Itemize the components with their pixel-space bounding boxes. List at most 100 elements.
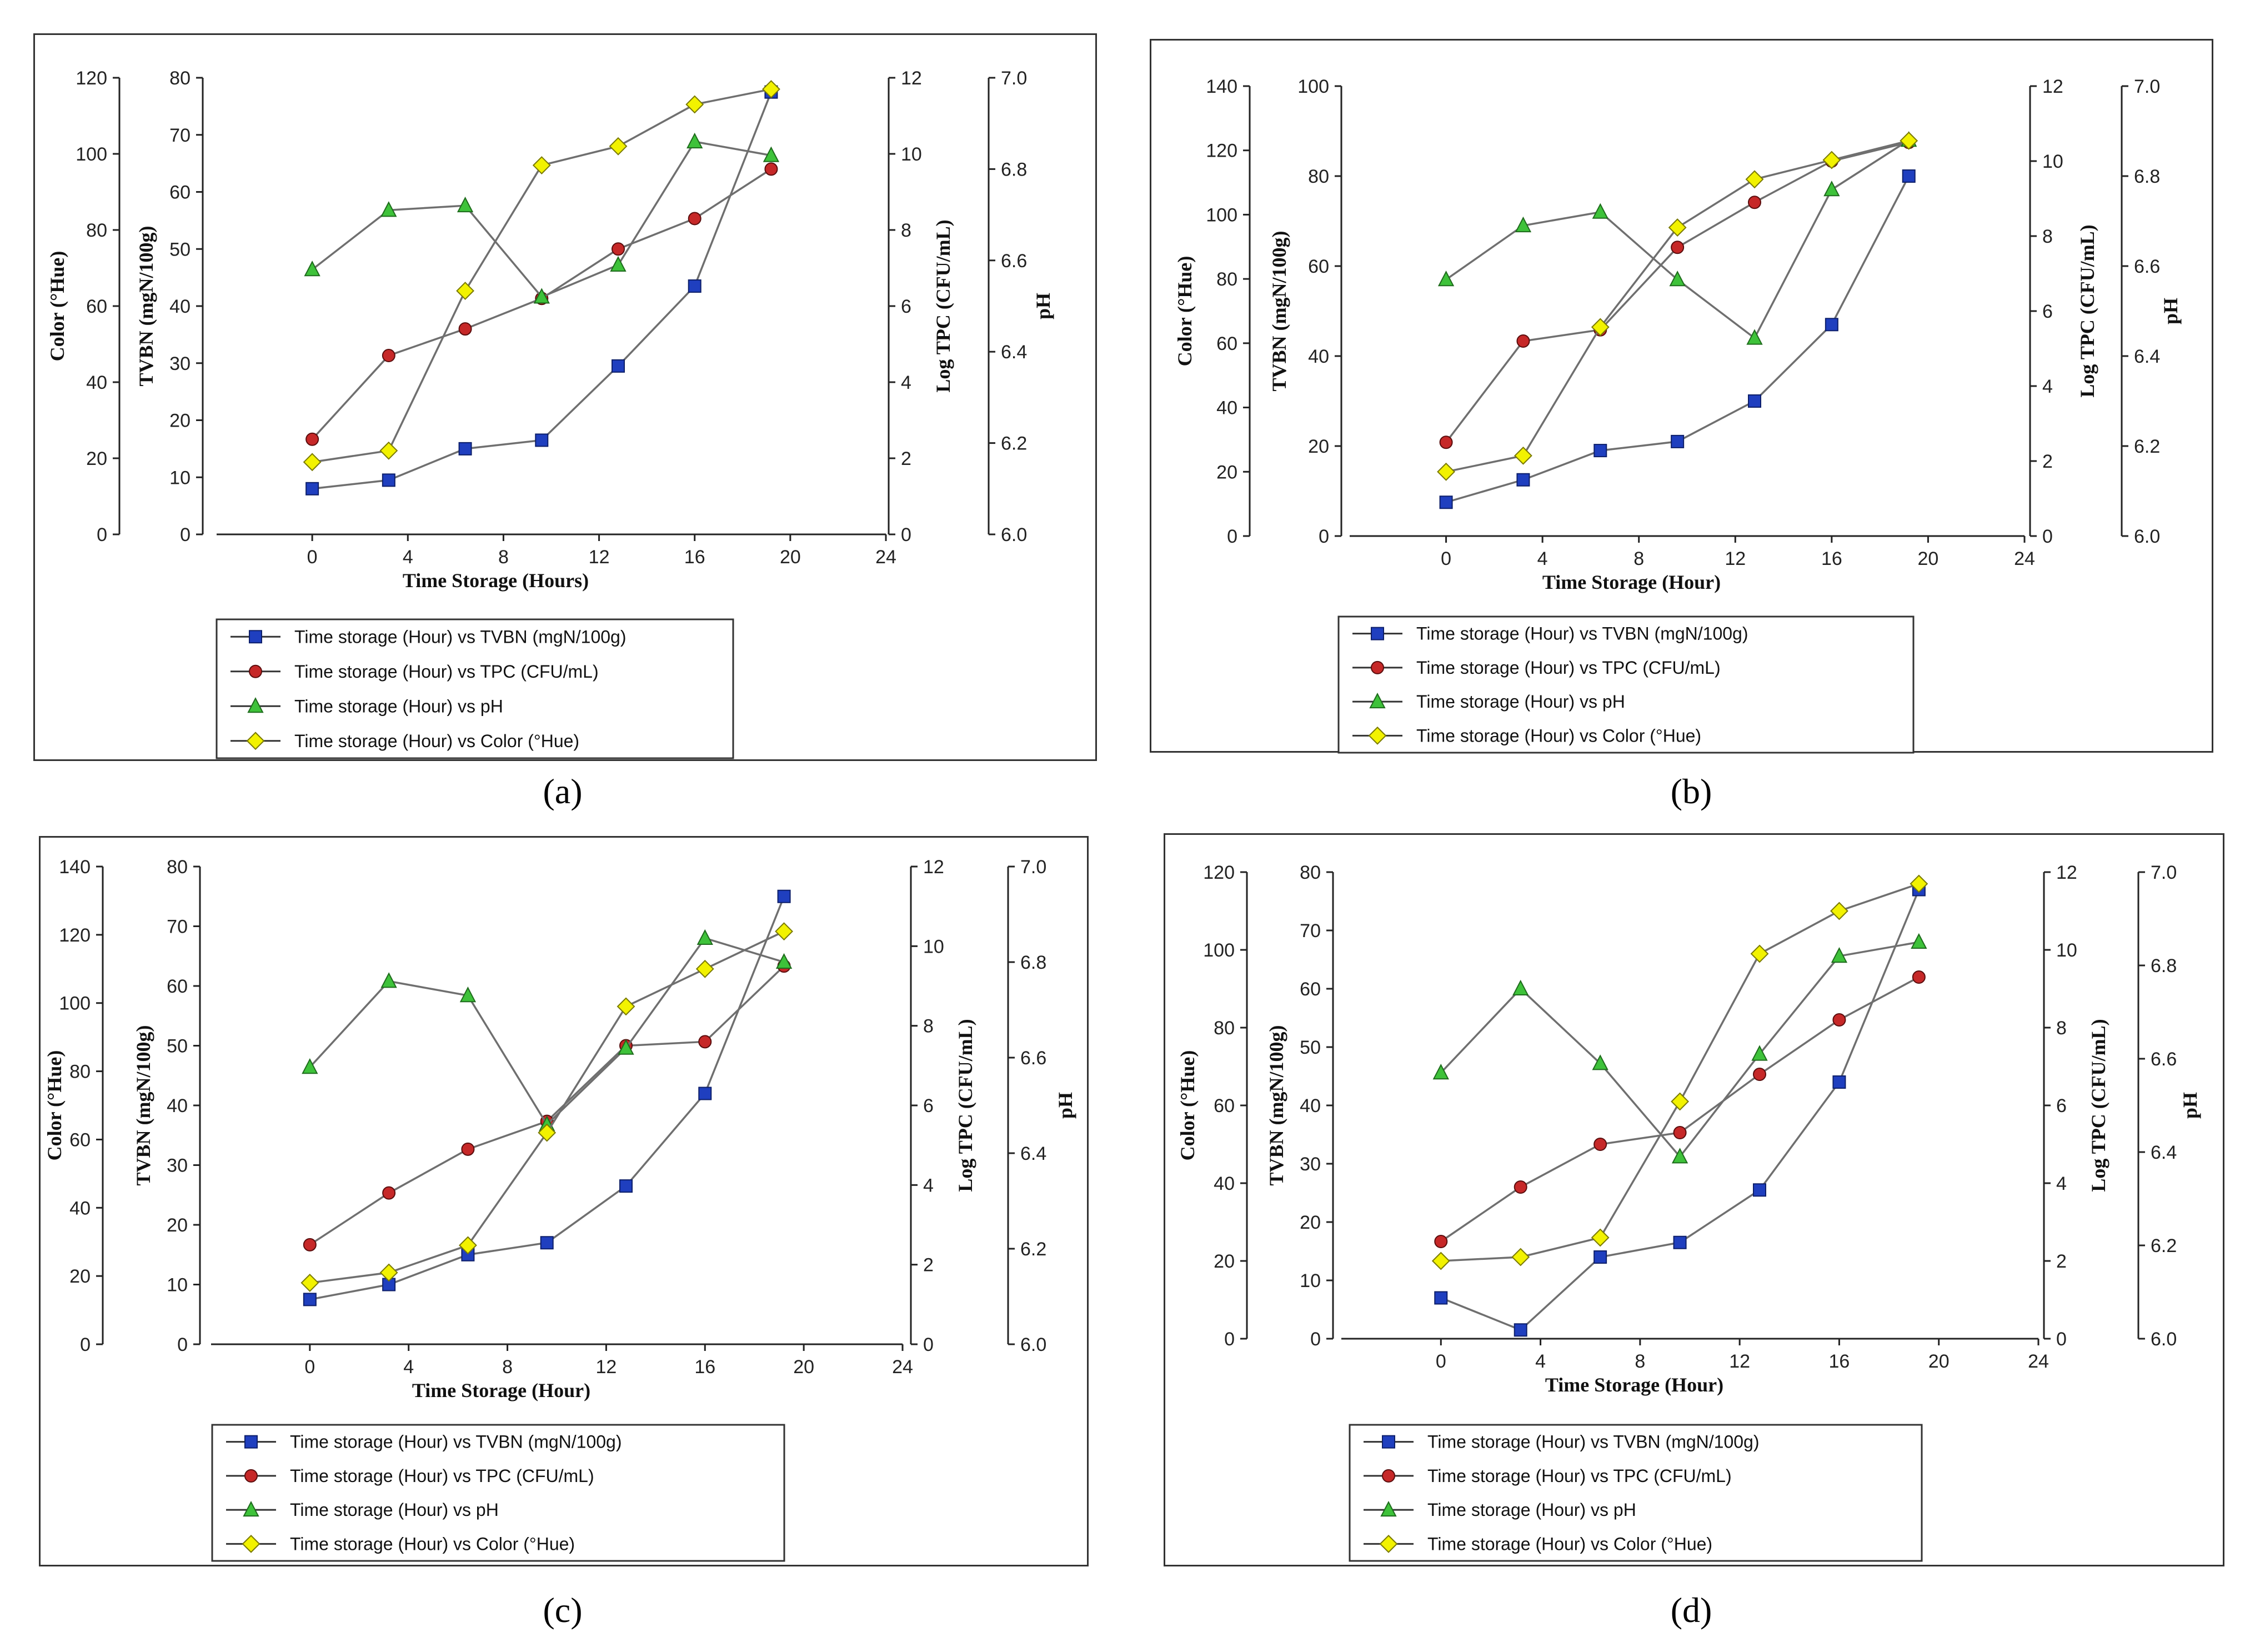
data-point-tvbn [777, 889, 791, 903]
ph-tick-label: 6.0 [2151, 1329, 2177, 1350]
tvbn-tick-label: 40 [1308, 346, 1329, 367]
series-color [1431, 874, 1928, 1270]
data-point-tvbn [1753, 1183, 1766, 1197]
color-axis: 0 20 40 60 80 100 120 Color (°Hue) [46, 68, 121, 545]
tpc-tick-label: 6 [2042, 301, 2053, 322]
data-point-color [609, 137, 628, 156]
legend-box [1349, 1424, 1923, 1562]
tpc-tick-label: 10 [901, 144, 922, 165]
data-point-tvbn [540, 1236, 554, 1250]
legend-marker [1380, 1500, 1397, 1517]
tpc-tick-label: 0 [901, 524, 911, 545]
data-point-color [300, 1274, 319, 1292]
x-tick-label: 0 [1441, 548, 1451, 569]
ph-tick-label: 6.0 [1020, 1334, 1046, 1355]
tvbn-tick-label: 60 [167, 976, 188, 997]
data-point-tpc [612, 242, 625, 256]
x-tick-label: 24 [2028, 1351, 2049, 1372]
tpc-tick-label: 2 [923, 1255, 934, 1276]
color-axis: 0 20 40 60 80 100 120 Color (°Hue) [1176, 862, 1248, 1350]
tvbn-tick-label: 0 [1310, 1329, 1321, 1350]
data-point-ph [1432, 1064, 1449, 1080]
tvbn-tick-label: 20 [1300, 1212, 1321, 1233]
ph-tick-label: 6.8 [1020, 952, 1046, 973]
legend-label: Time storage (Hour) vs TVBN (mgN/100g) [1427, 1432, 1760, 1452]
legend-marker [243, 1500, 259, 1517]
x-tick-label: 0 [1436, 1351, 1446, 1372]
data-point-tvbn [1832, 1075, 1846, 1089]
tpc-tick-label: 2 [2056, 1251, 2067, 1272]
color-tick-label: 20 [69, 1266, 91, 1287]
legend-marker [249, 630, 262, 644]
series-color [303, 80, 780, 472]
x-tick-label: 4 [1535, 1351, 1546, 1372]
data-point-ph [1515, 216, 1532, 233]
tpc-axis-title: Log TPC (CFU/mL) [2076, 224, 2098, 397]
data-point-color [762, 80, 780, 98]
tpc-axis-title: Log TPC (CFU/mL) [932, 219, 954, 392]
data-point-color [379, 441, 398, 460]
chart-panel-b: 0 4 8 12 16 20 24 Time Storage (Hour) 0 20 40 60 80 1… [1150, 39, 2213, 754]
tvbn-tick-label: 0 [177, 1334, 188, 1355]
data-point-color [1511, 1248, 1530, 1266]
legend-marker [1369, 692, 1386, 709]
x-tick-label: 0 [304, 1356, 315, 1378]
data-point-tpc [1514, 1180, 1527, 1194]
tpc-tick-label: 4 [2042, 376, 2053, 397]
x-tick-label: 12 [596, 1356, 617, 1378]
color-tick-label: 20 [86, 448, 107, 469]
tpc-axis: 0 2 4 6 8 10 12 Log TPC (CFU/mL) [2043, 862, 2109, 1350]
color-tick-label: 20 [1216, 462, 1237, 483]
tpc-tick-label: 12 [901, 68, 922, 89]
tvbn-tick-label: 60 [1308, 256, 1329, 277]
data-point-tpc [382, 349, 395, 363]
color-tick-label: 40 [1216, 398, 1237, 419]
tpc-tick-label: 6 [901, 296, 911, 317]
legend-label: Time storage (Hour) vs TPC (CFU/mL) [290, 1466, 594, 1486]
tvbn-tick-label: 10 [167, 1275, 188, 1296]
color-tick-label: 60 [1214, 1095, 1235, 1117]
color-tick-label: 20 [1214, 1251, 1235, 1272]
tpc-tick-label: 6 [923, 1095, 934, 1117]
ph-tick-label: 7.0 [2134, 76, 2160, 97]
tvbn-tick-label: 60 [1300, 979, 1321, 1000]
tvbn-tick-label: 70 [1300, 920, 1321, 942]
data-point-color [1900, 131, 1918, 150]
color-tick-label: 140 [59, 857, 91, 878]
ph-axis-title: pH [2179, 1092, 2201, 1119]
color-axis: 0 20 40 60 80 100 120 140 Color (°Hue) [43, 857, 104, 1355]
data-point-ph [459, 987, 477, 1003]
tpc-axis: 0 2 4 6 8 10 12 Log TPC (CFU/mL) [2029, 76, 2098, 547]
panel-label-c: (c) [543, 1590, 583, 1630]
data-point-color [1591, 1228, 1610, 1247]
tvbn-tick-label: 40 [167, 1095, 188, 1117]
data-point-tvbn [688, 279, 701, 293]
tpc-tick-label: 12 [923, 857, 944, 878]
legend: Time storage (Hour) vs TVBN (mgN/100g) Ti… [211, 1424, 785, 1562]
data-point-tpc [303, 1238, 317, 1251]
data-point-ph [1911, 933, 1927, 949]
ph-tick-label: 6.0 [2134, 526, 2160, 547]
data-point-color [617, 997, 635, 1016]
tpc-axis-title: Log TPC (CFU/mL) [2087, 1019, 2109, 1192]
tvbn-tick-label: 100 [1297, 76, 1329, 97]
data-point-tpc [1748, 196, 1761, 209]
legend-marker [249, 664, 262, 678]
tpc-tick-label: 8 [901, 220, 911, 241]
x-tick-label: 4 [403, 547, 413, 568]
chart-panel-a: 0 4 8 12 16 20 24 Time Storage (Hours) 0 20 40 60 80… [33, 33, 1097, 761]
x-tick-label: 4 [403, 1356, 414, 1378]
ph-tick-label: 6.8 [1001, 159, 1027, 180]
tvbn-tick-label: 50 [169, 239, 191, 260]
legend-box [216, 618, 734, 759]
data-point-tpc [1434, 1235, 1448, 1248]
x-tick-label: 4 [1537, 548, 1548, 569]
data-point-tvbn [1825, 318, 1838, 332]
data-point-color [1750, 944, 1769, 963]
color-tick-label: 0 [1224, 1329, 1235, 1350]
data-point-ph [610, 256, 627, 272]
x-tick-label: 0 [307, 547, 318, 568]
color-tick-label: 140 [1206, 76, 1237, 97]
